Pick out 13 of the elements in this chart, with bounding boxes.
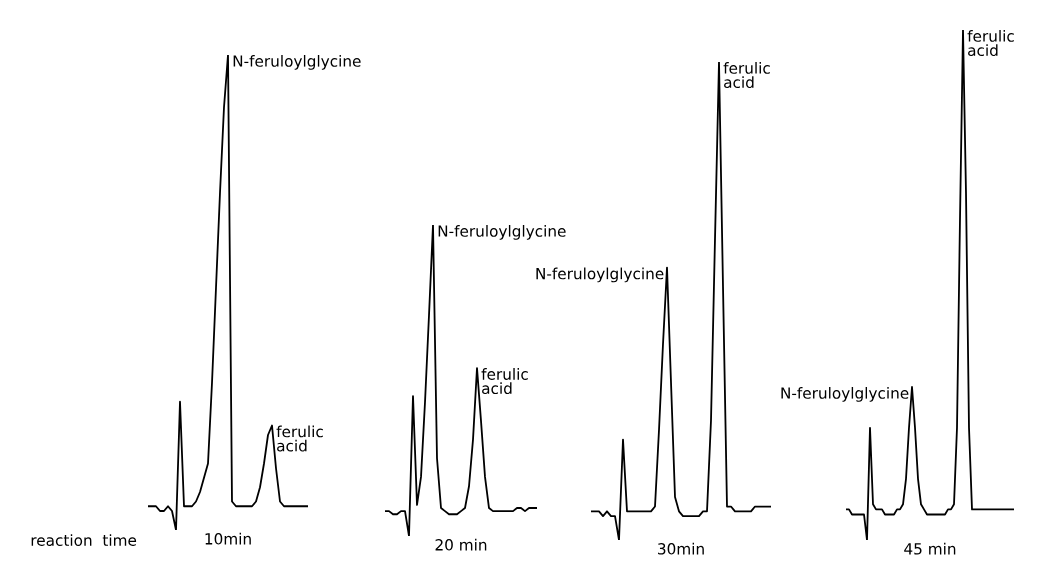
text: reaction time — [31, 534, 137, 546]
annotation: ferulic acid — [967, 30, 1014, 57]
x-axis-title: 45 min — [904, 542, 956, 555]
annotation: ferulic acid — [481, 368, 528, 395]
x-axis-title: 10min — [205, 532, 251, 545]
x-axis-title: 30min — [658, 542, 704, 555]
annotation: N-feruloylglycine — [781, 387, 909, 402]
annotation: ferulic acid — [723, 62, 770, 89]
annotation: ferulic acid — [276, 425, 323, 452]
annotation: N-feruloylglycine — [233, 55, 361, 70]
x-axis-title: 20 min — [435, 538, 487, 551]
annotation: N-feruloylglycine — [438, 225, 566, 240]
annotation: N-feruloylglycine — [536, 267, 664, 283]
